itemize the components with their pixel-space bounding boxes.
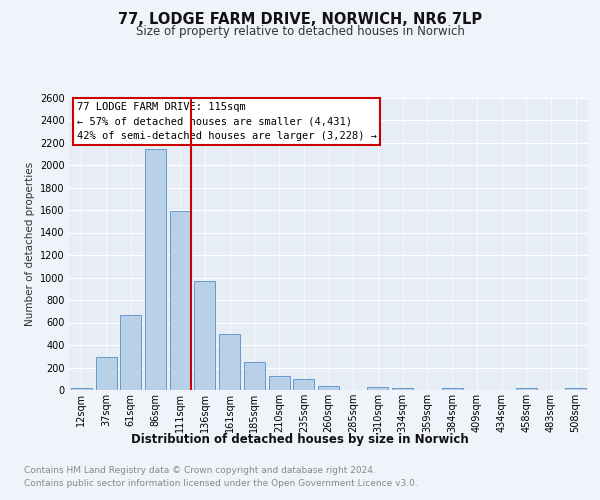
Bar [145, 150, 166, 390]
Bar [392, 388, 413, 390]
Text: Size of property relative to detached houses in Norwich: Size of property relative to detached ho… [136, 25, 464, 38]
Bar [71, 388, 92, 390]
Text: Contains HM Land Registry data © Crown copyright and database right 2024.: Contains HM Land Registry data © Crown c… [24, 466, 376, 475]
Bar [244, 362, 265, 390]
Text: Contains public sector information licensed under the Open Government Licence v3: Contains public sector information licen… [24, 479, 418, 488]
Y-axis label: Number of detached properties: Number of detached properties [25, 162, 35, 326]
Bar [269, 376, 290, 390]
Bar [120, 314, 141, 390]
Bar [516, 388, 537, 390]
Bar [194, 281, 215, 390]
Bar [170, 211, 191, 390]
Text: 77, LODGE FARM DRIVE, NORWICH, NR6 7LP: 77, LODGE FARM DRIVE, NORWICH, NR6 7LP [118, 12, 482, 28]
Bar [318, 386, 339, 390]
Bar [293, 380, 314, 390]
Bar [219, 334, 240, 390]
Bar [367, 386, 388, 390]
Text: Distribution of detached houses by size in Norwich: Distribution of detached houses by size … [131, 432, 469, 446]
Bar [95, 358, 116, 390]
Bar [565, 388, 586, 390]
Text: 77 LODGE FARM DRIVE: 115sqm
← 57% of detached houses are smaller (4,431)
42% of : 77 LODGE FARM DRIVE: 115sqm ← 57% of det… [77, 102, 377, 142]
Bar [442, 388, 463, 390]
